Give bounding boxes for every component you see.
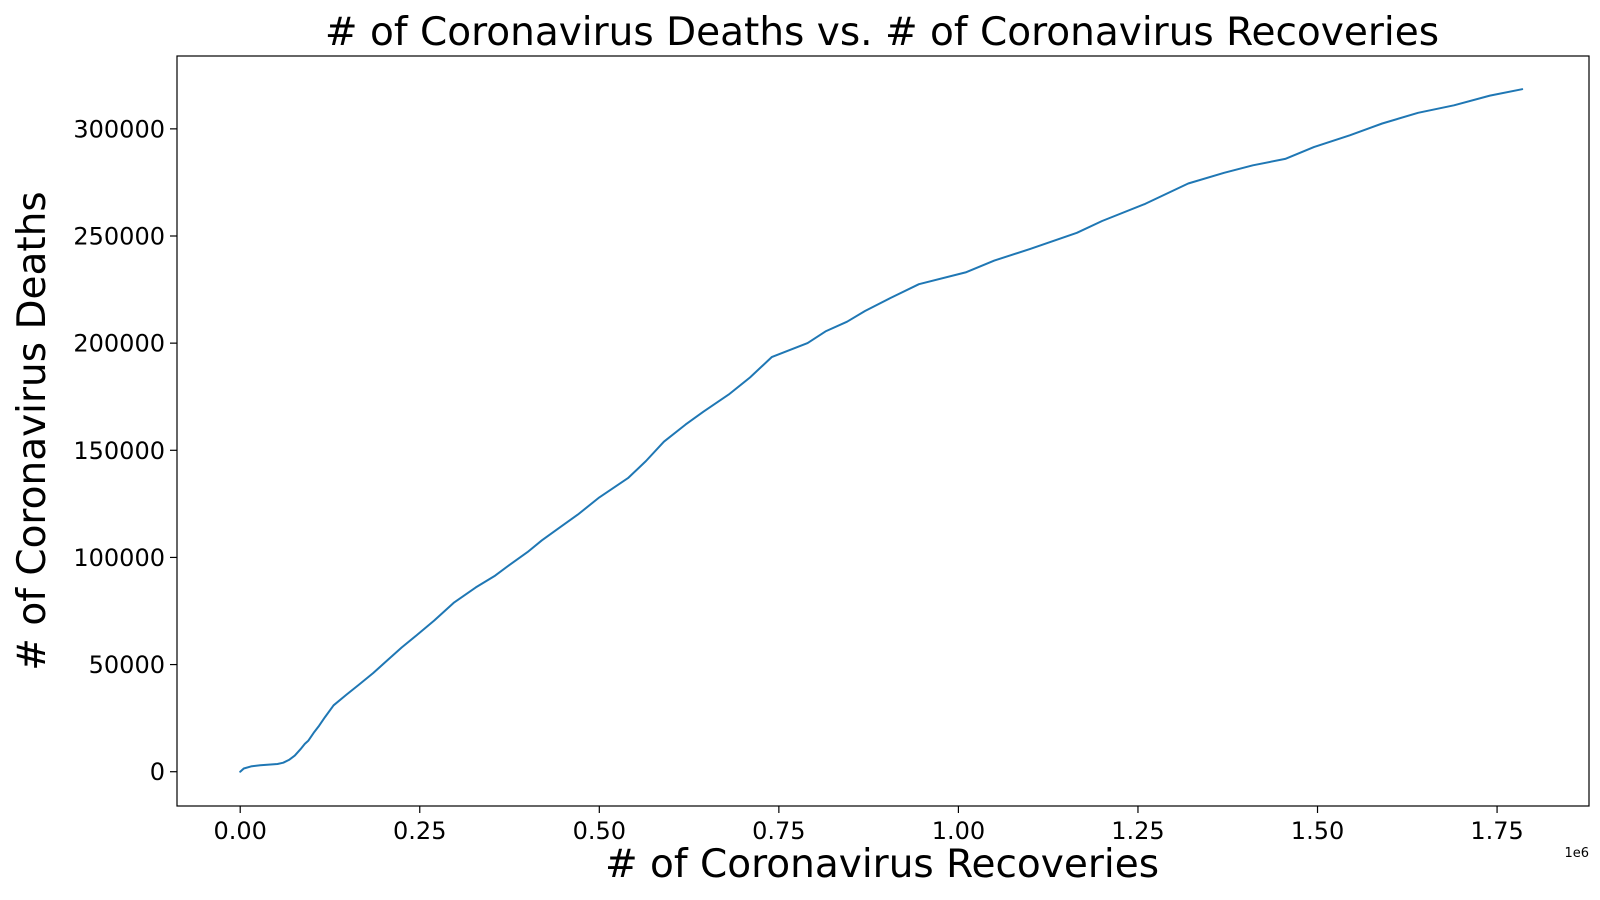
y-tick-label: 100000 xyxy=(73,544,165,572)
x-tick-label: 0.00 xyxy=(213,817,266,845)
y-axis-label: # of Coronavirus Deaths xyxy=(10,191,55,670)
y-tick-label: 200000 xyxy=(73,330,165,358)
data-line xyxy=(239,88,1524,773)
chart-title: # of Coronavirus Deaths vs. # of Coronav… xyxy=(325,10,1439,55)
x-tick-label: 0.75 xyxy=(752,817,805,845)
y-tick-label: 300000 xyxy=(73,115,165,143)
y-tick-label: 150000 xyxy=(73,437,165,465)
x-tick-label: 1.75 xyxy=(1470,817,1523,845)
x-axis-label: # of Coronavirus Recoveries xyxy=(605,842,1159,887)
x-axis-offset-label: 1e6 xyxy=(1564,846,1589,861)
x-tick-label: 1.25 xyxy=(1111,817,1164,845)
x-tick-label: 1.00 xyxy=(932,817,985,845)
plot-area xyxy=(176,55,1590,807)
x-tick-label: 0.50 xyxy=(573,817,626,845)
y-tick-label: 250000 xyxy=(73,223,165,251)
x-tick-label: 0.25 xyxy=(393,817,446,845)
x-axis: 0.00 0.25 0.50 0.75 1.00 1.25 1.50 1.75 xyxy=(213,806,1524,845)
y-tick-label: 50000 xyxy=(89,651,165,679)
x-tick-label: 1.50 xyxy=(1291,817,1344,845)
y-tick-label: 0 xyxy=(150,758,165,786)
y-axis: 0 50000 100000 150000 200000 250000 300000 xyxy=(73,115,177,786)
